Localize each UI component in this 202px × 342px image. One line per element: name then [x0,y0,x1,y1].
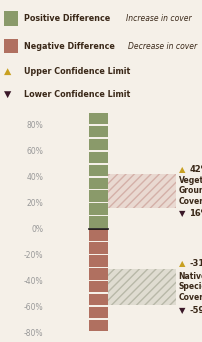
Text: Vegetative
Ground
Cover: Vegetative Ground Cover [178,176,202,206]
Text: 42%: 42% [188,165,202,173]
Bar [88,281,108,292]
Bar [88,190,108,202]
Bar [88,177,108,189]
Text: Lower Confidence Limit: Lower Confidence Limit [24,90,130,99]
Text: ▲: ▲ [4,67,11,76]
Bar [88,165,108,176]
Bar [88,216,108,228]
Bar [88,113,108,124]
Text: Negative Difference: Negative Difference [24,42,117,51]
Text: ▲: ▲ [178,165,184,173]
Bar [108,269,175,305]
Text: Positive Difference: Positive Difference [24,14,113,23]
Text: Decrease in cover: Decrease in cover [127,42,196,51]
Bar [88,268,108,279]
Text: ▼: ▼ [178,306,184,315]
Text: ▼: ▼ [4,90,11,99]
Bar [108,269,175,305]
Bar [88,242,108,254]
Bar [4,11,18,26]
Bar [88,203,108,215]
Text: -59%: -59% [188,306,202,315]
Bar [88,255,108,267]
Bar [108,174,175,208]
Bar [108,174,175,208]
Bar [88,126,108,137]
Bar [4,39,18,53]
Bar [88,294,108,305]
Text: Increase in cover: Increase in cover [125,14,190,23]
Bar [88,139,108,150]
Text: Upper Confidence Limit: Upper Confidence Limit [24,67,130,76]
Bar [88,320,108,331]
Bar [88,307,108,318]
Text: -31%: -31% [188,259,202,268]
Text: 16%: 16% [188,209,202,218]
Bar [88,229,108,241]
Text: ▲: ▲ [178,259,184,268]
Text: ▼: ▼ [178,209,184,218]
Text: Native
Species
Cover: Native Species Cover [178,272,202,302]
Bar [88,152,108,163]
